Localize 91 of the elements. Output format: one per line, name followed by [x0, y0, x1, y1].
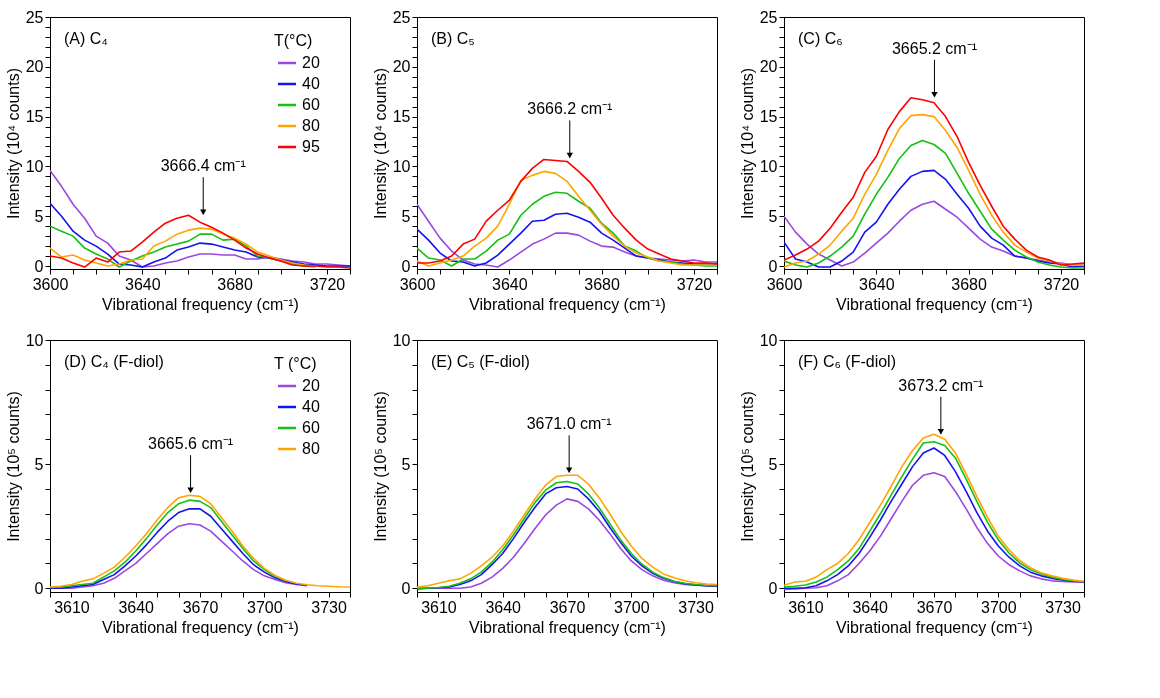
legend-label: 40 — [302, 75, 320, 92]
annotation: 3666.2 cm⁻¹ — [527, 100, 613, 118]
y-tick-label: 0 — [34, 579, 44, 597]
x-tick-label: 3680 — [217, 275, 254, 293]
y-tick-label: 10 — [759, 157, 778, 175]
x-axis-title: Vibrational frequency (cm⁻¹) — [469, 295, 666, 313]
y-tick-label: 0 — [401, 579, 411, 597]
x-tick-label: 3680 — [584, 275, 621, 293]
legend-title: T(°C) — [274, 32, 313, 49]
x-tick-label: 3700 — [613, 598, 650, 616]
y-axis-title: Intensity (10⁵ counts) — [738, 391, 756, 542]
x-tick-label: 3640 — [852, 598, 889, 616]
x-tick-label: 3720 — [676, 275, 713, 293]
y-tick-label: 10 — [392, 331, 411, 349]
annotation: 3665.6 cm⁻¹ — [148, 435, 234, 453]
x-axis-title: Vibrational frequency (cm⁻¹) — [102, 618, 299, 636]
x-tick-label: 3640 — [118, 598, 155, 616]
text: (D) C₄ (F-diol) — [64, 353, 164, 370]
y-tick-label: 5 — [34, 455, 44, 473]
legend-label: 40 — [302, 398, 320, 415]
y-tick-label: 5 — [768, 207, 778, 225]
x-axis-title: Vibrational frequency (cm⁻¹) — [469, 618, 666, 636]
x-tick-label: 3610 — [421, 598, 457, 616]
x-tick-label: 3730 — [678, 598, 714, 616]
line-series — [50, 508, 308, 590]
y-tick-label: 20 — [759, 58, 778, 76]
text: (B) C₅ — [431, 30, 475, 47]
x-tick-label: 3600 — [32, 275, 69, 293]
y-tick-label: 15 — [392, 108, 411, 126]
legend-label: 60 — [302, 96, 320, 113]
x-tick-label: 3640 — [859, 275, 895, 293]
y-tick-label: 10 — [25, 157, 44, 175]
x-tick-label: 3610 — [54, 598, 90, 616]
y-tick-label: 5 — [401, 207, 411, 225]
x-tick-label: 3670 — [916, 598, 953, 616]
y-axis-title: Intensity (10⁴ counts) — [4, 68, 22, 219]
x-axis-title: Vibrational frequency (cm⁻¹) — [102, 295, 299, 313]
y-tick-label: 25 — [25, 8, 44, 26]
annotation: 3665.2 cm⁻¹ — [891, 39, 977, 57]
y-tick-label: 15 — [759, 108, 778, 126]
text: (F) C₆ (F-diol) — [798, 353, 896, 370]
y-tick-label: 0 — [768, 257, 778, 275]
x-axis-title: Vibrational frequency (cm⁻¹) — [836, 295, 1033, 313]
y-tick-label: 20 — [25, 58, 44, 76]
y-axis-title: Intensity (10⁵ counts) — [4, 391, 22, 542]
x-tick-label: 3730 — [1045, 598, 1081, 616]
annotation: 3671.0 cm⁻¹ — [526, 415, 612, 433]
text: (C) C₆ — [798, 30, 843, 47]
y-tick-label: 10 — [759, 331, 778, 349]
y-tick-label: 5 — [401, 455, 411, 473]
y-tick-label: 10 — [25, 331, 44, 349]
legend-label: 95 — [302, 138, 320, 155]
x-tick-label: 3730 — [311, 598, 347, 616]
y-tick-label: 5 — [768, 455, 778, 473]
x-tick-label: 3700 — [246, 598, 283, 616]
y-tick-label: 15 — [25, 108, 44, 126]
annotation: 3673.2 cm⁻¹ — [898, 376, 984, 394]
y-tick-label: 25 — [392, 8, 411, 26]
x-tick-label: 3670 — [549, 598, 586, 616]
x-tick-label: 3640 — [485, 598, 522, 616]
legend-title: T (°C) — [274, 355, 317, 372]
x-tick-label: 3610 — [788, 598, 824, 616]
y-tick-label: 0 — [401, 257, 411, 275]
x-tick-label: 3680 — [951, 275, 988, 293]
y-axis-title: Intensity (10⁵ counts) — [371, 391, 389, 542]
x-tick-label: 3600 — [399, 275, 436, 293]
x-tick-label: 3720 — [1043, 275, 1080, 293]
text: (A) C₄ — [64, 30, 108, 47]
line-series — [50, 494, 350, 588]
annotation: 3666.4 cm⁻¹ — [160, 157, 246, 175]
legend-label: 80 — [302, 440, 320, 457]
y-tick-label: 5 — [34, 207, 44, 225]
x-tick-label: 3700 — [980, 598, 1017, 616]
x-tick-label: 3670 — [182, 598, 219, 616]
legend-label: 20 — [302, 54, 320, 71]
y-tick-label: 0 — [34, 257, 44, 275]
y-tick-label: 10 — [392, 157, 411, 175]
text: (E) C₅ (F-diol) — [431, 353, 530, 370]
x-tick-label: 3640 — [492, 275, 528, 293]
x-tick-label: 3600 — [766, 275, 803, 293]
x-tick-label: 3640 — [125, 275, 161, 293]
y-axis-title: Intensity (10⁴ counts) — [371, 68, 389, 219]
x-tick-label: 3720 — [309, 275, 346, 293]
y-axis-title: Intensity (10⁴ counts) — [738, 68, 756, 219]
x-axis-title: Vibrational frequency (cm⁻¹) — [836, 618, 1033, 636]
legend-label: 80 — [302, 117, 320, 134]
y-tick-label: 0 — [768, 579, 778, 597]
y-tick-label: 20 — [392, 58, 411, 76]
y-tick-label: 25 — [759, 8, 778, 26]
legend-label: 60 — [302, 419, 320, 436]
legend-label: 20 — [302, 377, 320, 394]
